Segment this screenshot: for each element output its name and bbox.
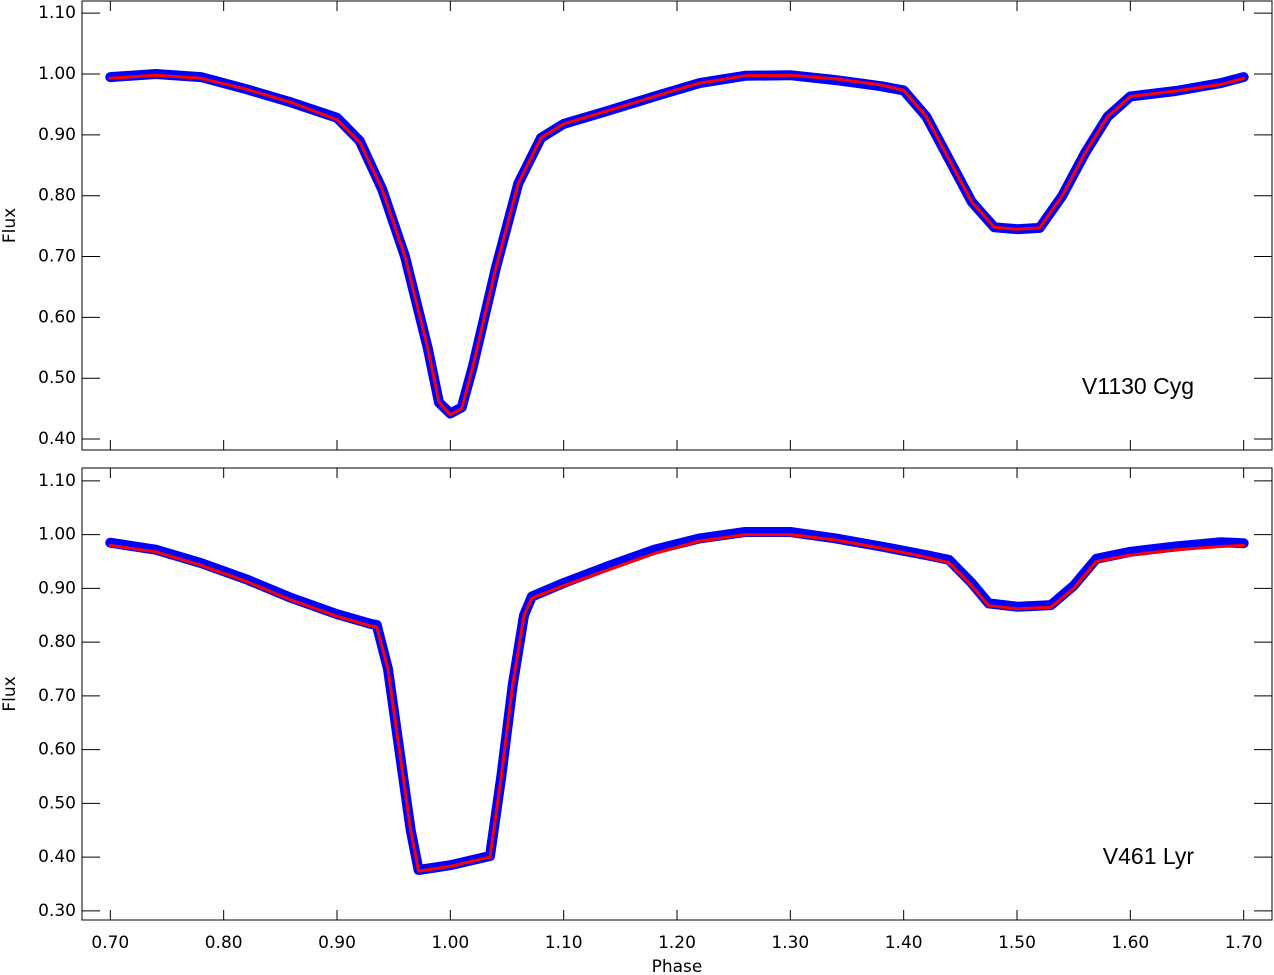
y-axis-label: Flux [0,208,20,243]
data-line [108,533,1246,873]
data-line [105,69,1249,419]
x-tick-label: 0.80 [205,933,243,953]
y-tick-label: 0.50 [38,368,76,388]
x-axis-label: Phase [652,957,703,975]
y-tick-label: 0.50 [38,793,76,813]
y-tick-label: 0.80 [38,186,76,206]
y-tick-label: 1.00 [38,64,76,84]
x-tick-label: 1.70 [1225,933,1263,953]
y-tick-label: 0.40 [38,847,76,867]
x-tick-label: 1.00 [431,933,469,953]
x-tick-label: 1.40 [885,933,923,953]
y-tick-label: 0.30 [38,901,76,921]
y-axis-label: Flux [0,676,20,711]
y-tick-label: 0.40 [38,429,76,449]
x-tick-label: 0.70 [91,933,129,953]
y-tick-label: 1.10 [38,3,76,23]
data-line [105,527,1249,875]
y-tick-label: 1.10 [38,471,76,491]
y-tick-label: 0.90 [38,125,76,145]
annotation: V461 Lyr [1103,843,1195,869]
x-tick-label: 1.30 [771,933,809,953]
y-tick-label: 0.80 [38,632,76,652]
plot-frame [81,467,1273,921]
y-tick-label: 1.00 [38,525,76,545]
x-tick-label: 0.90 [318,933,356,953]
x-tick-label: 1.60 [1111,933,1149,953]
data-line [108,73,1246,417]
annotation: V1130 Cyg [1082,373,1194,399]
y-tick-label: 0.60 [38,307,76,327]
y-tick-label: 0.70 [38,686,76,706]
y-tick-label: 0.70 [38,247,76,267]
y-tick-label: 0.60 [38,740,76,760]
x-tick-label: 1.50 [998,933,1036,953]
y-tick-label: 0.90 [38,578,76,598]
x-tick-label: 1.20 [658,933,696,953]
x-tick-label: 1.10 [545,933,583,953]
